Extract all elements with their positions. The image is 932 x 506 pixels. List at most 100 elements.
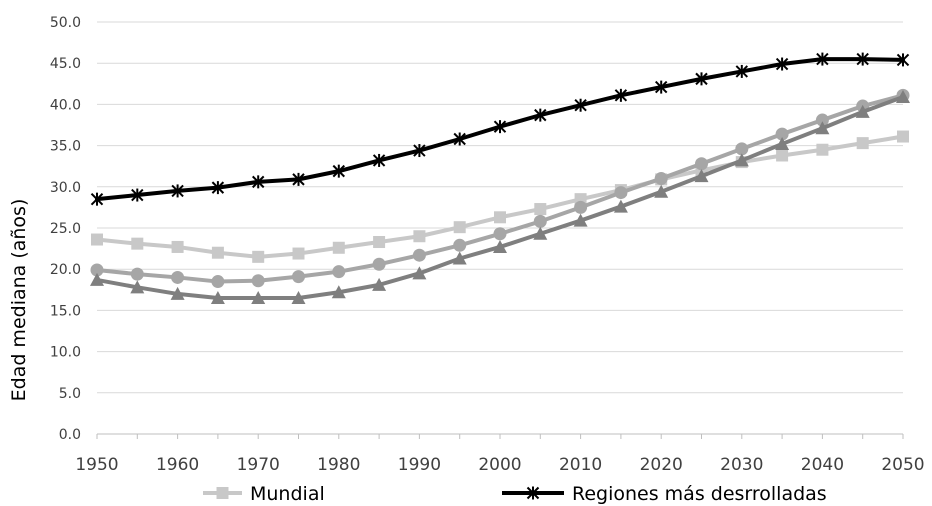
y-tick-label: 25.0	[50, 221, 81, 237]
y-tick-label: 40.0	[50, 97, 81, 113]
series	[90, 52, 910, 305]
x-tick-label: 2030	[720, 455, 763, 475]
data-point	[412, 248, 426, 262]
data-point	[211, 246, 224, 259]
data-point	[372, 277, 387, 291]
y-axis-label: Edad mediana (años)	[8, 199, 30, 402]
x-tick-label: 2050	[881, 455, 924, 475]
x-tick-label: 2040	[801, 455, 844, 475]
data-point	[91, 233, 103, 246]
data-point	[735, 142, 749, 156]
data-point	[412, 266, 427, 280]
data-point	[170, 286, 185, 300]
data-point	[896, 89, 910, 103]
data-point	[171, 270, 185, 284]
x-tick-label: 2010	[559, 455, 602, 475]
y-tick-label: 30.0	[50, 180, 81, 196]
data-point	[855, 104, 870, 118]
y-tick-label: 35.0	[50, 139, 81, 155]
data-point	[775, 57, 789, 71]
data-point	[493, 120, 507, 134]
y-tick-label: 0.0	[59, 427, 81, 443]
x-tick-label: 1970	[237, 455, 280, 475]
data-point	[654, 172, 668, 186]
data-point	[816, 52, 829, 66]
data-point	[131, 237, 144, 250]
data-point	[775, 127, 789, 141]
legend-entry: Regiones más desrrolladas	[502, 483, 827, 505]
data-point	[171, 240, 184, 253]
data-point	[694, 169, 709, 183]
y-tick-labels: 0.0 5.0 10.0 15.0 20.0 25.0 30.0 35.0 40.0 45.0 50…	[50, 15, 81, 443]
axes	[96, 433, 904, 439]
y-tick-label: 50.0	[50, 15, 81, 31]
data-point	[533, 214, 547, 228]
data-point	[534, 203, 547, 216]
data-point	[775, 136, 790, 150]
x-tick-label: 2000	[478, 455, 521, 475]
data-point	[856, 137, 869, 150]
y-tick-label: 20.0	[50, 262, 81, 278]
data-point	[171, 184, 184, 198]
data-point	[493, 227, 507, 241]
data-point	[453, 132, 466, 146]
x-tick-label: 1990	[398, 455, 441, 475]
data-point	[734, 153, 749, 167]
data-point	[654, 184, 669, 198]
data-point	[494, 211, 506, 224]
data-point	[251, 274, 265, 288]
data-point	[896, 53, 910, 67]
series-4	[90, 52, 910, 206]
gridlines	[97, 21, 903, 394]
data-point	[130, 280, 145, 294]
series-3	[90, 89, 910, 305]
x-tick-label: 1960	[156, 455, 199, 475]
data-point	[654, 80, 668, 94]
data-point	[897, 130, 909, 143]
data-point	[695, 72, 708, 86]
data-point	[413, 230, 426, 243]
data-point	[372, 257, 386, 271]
data-point	[332, 241, 345, 254]
data-point	[493, 239, 507, 253]
data-point	[453, 221, 466, 234]
legend-label: Regiones más desrrolladas	[572, 483, 827, 505]
data-point	[216, 487, 229, 499]
data-point	[332, 164, 346, 178]
y-tick-label: 15.0	[50, 303, 81, 319]
data-point	[526, 486, 540, 500]
data-point	[574, 200, 588, 214]
data-point	[131, 188, 144, 202]
legend: Mundial Regiones más desrrolladas	[203, 483, 827, 505]
data-point	[332, 265, 346, 279]
data-point	[292, 247, 305, 260]
data-point	[373, 236, 386, 249]
data-point	[211, 275, 225, 289]
x-tick-label: 1950	[75, 455, 118, 475]
data-point	[573, 213, 588, 227]
x-tick-label: 1980	[317, 455, 360, 475]
data-point	[613, 199, 628, 213]
data-point	[534, 108, 547, 122]
data-point	[331, 285, 346, 299]
x-tick-labels: 1950 1960 1970 1980 1990 2000 2010 2020 2030 2040…	[75, 455, 924, 475]
data-point	[735, 64, 749, 78]
data-point	[292, 270, 305, 284]
data-point	[614, 186, 628, 200]
y-tick-label: 10.0	[50, 345, 81, 361]
x-tick-label: 2020	[640, 455, 683, 475]
data-point	[776, 149, 789, 162]
y-tick-label: 5.0	[59, 386, 81, 402]
series-2	[90, 88, 910, 289]
data-point	[533, 226, 548, 240]
data-point	[372, 153, 386, 167]
data-point	[210, 291, 225, 305]
data-point	[815, 113, 829, 127]
data-point	[815, 121, 830, 135]
data-point	[251, 175, 265, 189]
data-point	[413, 144, 426, 158]
data-point	[90, 192, 104, 206]
data-point	[211, 181, 225, 195]
